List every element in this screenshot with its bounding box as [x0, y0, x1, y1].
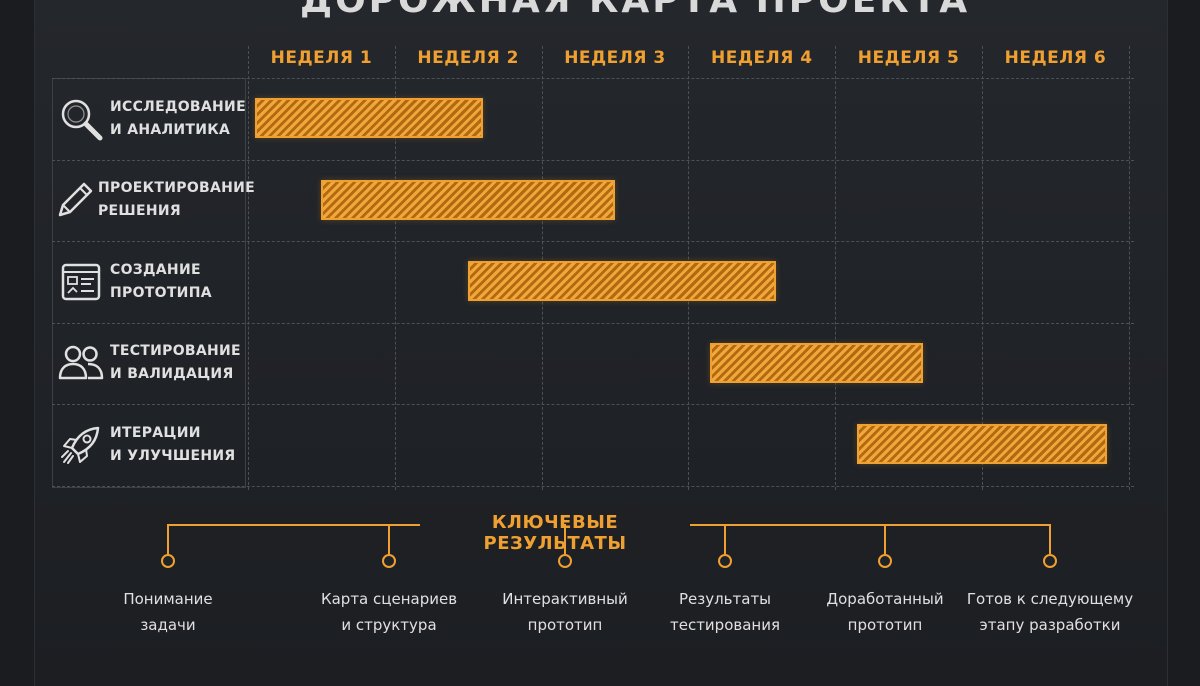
phase-bar — [857, 424, 1107, 464]
result-marker — [718, 554, 732, 568]
result-marker — [161, 554, 175, 568]
result-item: Понимание задачи — [123, 590, 213, 634]
result-marker — [558, 554, 572, 568]
result-marker — [1043, 554, 1057, 568]
result-item: Готов к следующему этапу разработки — [966, 590, 1134, 634]
results-title: КЛЮЧЕВЫЕ РЕЗУЛЬТАТЫ — [483, 512, 627, 554]
phase-label: ПРОЕКТИРОВАНИЕ РЕШЕНИЯ — [98, 180, 256, 219]
result-connector — [388, 524, 390, 554]
grid-line-horizontal — [52, 322, 1134, 324]
result-marker — [382, 554, 396, 568]
results-line — [690, 524, 1050, 526]
result-marker — [878, 554, 892, 568]
result-connector — [884, 524, 886, 554]
pencil-icon — [52, 160, 98, 241]
result-connector — [167, 524, 169, 554]
phase-label: ИССЛЕДОВАНИЕ И АНАЛИТИКА — [110, 98, 246, 138]
grid-line-vertical — [248, 46, 249, 490]
grid-line-vertical — [1128, 46, 1130, 490]
grid-line-horizontal — [52, 159, 1134, 161]
magnifier-icon — [52, 78, 110, 159]
result-connector — [1049, 524, 1051, 554]
phase-row-label: ИТЕРАЦИИ И УЛУЧШЕНИЯ — [52, 404, 246, 485]
result-item: Результаты тестирования — [669, 590, 780, 634]
users-icon — [52, 323, 110, 404]
result-item: Доработанный прототип — [826, 590, 944, 634]
grid-line-vertical — [982, 46, 983, 490]
phase-bar — [468, 261, 777, 301]
phase-row-label: СОЗДАНИЕ ПРОТОТИПА — [52, 241, 246, 322]
phase-label: ТЕСТИРОВАНИЕ И ВАЛИДАЦИЯ — [110, 343, 241, 382]
page-title: ДОРОЖНАЯ КАРТА ПРОЕКТА — [300, 0, 971, 21]
result-connector — [724, 524, 726, 554]
week-header: НЕДЕЛЯ 2 — [417, 48, 519, 68]
grid-line-horizontal — [52, 241, 1134, 242]
phase-label: ИТЕРАЦИИ И УЛУЧШЕНИЯ — [110, 424, 236, 464]
result-connector — [564, 524, 566, 554]
wireframe-icon — [52, 241, 110, 322]
phase-row-label: ИССЛЕДОВАНИЕ И АНАЛИТИКА — [52, 78, 246, 159]
grid-line-horizontal — [52, 485, 1134, 487]
roadmap-board — [34, 0, 1168, 686]
week-header: НЕДЕЛЯ 1 — [270, 48, 373, 68]
week-header: НЕДЕЛЯ 6 — [1004, 48, 1107, 68]
week-header: НЕДЕЛЯ 4 — [711, 48, 813, 68]
week-header: НЕДЕЛЯ 3 — [564, 48, 666, 68]
grid-line-horizontal — [52, 404, 1134, 405]
phase-row-label: ПРОЕКТИРОВАНИЕ РЕШЕНИЯ — [52, 160, 255, 241]
rocket-icon — [52, 404, 110, 485]
week-header: НЕДЕЛЯ 5 — [857, 48, 960, 68]
phase-bar — [710, 342, 924, 383]
results-line — [168, 524, 420, 526]
phase-label: СОЗДАНИЕ ПРОТОТИПА — [110, 261, 212, 301]
phase-row-label: ТЕСТИРОВАНИЕ И ВАЛИДАЦИЯ — [52, 323, 246, 404]
result-item: Карта сценариев и структура — [320, 590, 458, 634]
phase-bar — [255, 98, 483, 138]
grid-line-horizontal — [52, 78, 1134, 79]
grid-line-vertical — [835, 46, 837, 490]
grid-line-vertical — [394, 46, 396, 490]
result-item: Интерактивный прототип — [502, 590, 628, 634]
phase-bar — [321, 179, 615, 220]
